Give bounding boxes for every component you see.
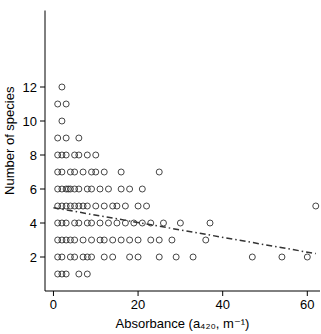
data-point (313, 203, 319, 209)
data-point (97, 220, 103, 226)
data-point (118, 186, 124, 192)
data-point (118, 169, 124, 175)
y-tick (40, 87, 45, 88)
data-point (80, 169, 86, 175)
data-point (84, 271, 90, 277)
data-point (114, 220, 120, 226)
y-axis-label: Number of species (2, 86, 17, 195)
x-tick-label: 40 (215, 297, 229, 312)
data-point (101, 203, 107, 209)
data-point (59, 84, 65, 90)
trend-line (53, 208, 315, 254)
data-point (89, 254, 95, 260)
data-point (203, 237, 209, 243)
x-axis-label: Absorbance (a₄₂₀, m⁻¹) (116, 316, 250, 331)
data-point (72, 237, 78, 243)
data-point (190, 254, 196, 260)
y-tick (40, 257, 45, 258)
x-tick (222, 291, 223, 296)
data-point (101, 254, 107, 260)
data-point (93, 152, 99, 158)
data-point (63, 135, 69, 141)
data-point (118, 237, 124, 243)
y-axis (45, 11, 46, 292)
y-tick (40, 121, 45, 122)
data-point (59, 118, 65, 124)
data-point (135, 254, 141, 260)
data-point (101, 237, 107, 243)
data-point (59, 254, 65, 260)
data-point (207, 220, 213, 226)
data-point (55, 135, 61, 141)
x-tick-label: 20 (131, 297, 145, 312)
data-point (63, 271, 69, 277)
data-point (63, 152, 69, 158)
data-point (80, 237, 86, 243)
data-point (59, 169, 65, 175)
y-tick-label: 6 (30, 182, 37, 197)
y-tick-label: 4 (30, 216, 37, 231)
chart-container: 2 4 6 8 10 12 0 20 40 60 Absorbance (a₄₂₀, m⁻¹) Num… (0, 0, 321, 334)
data-point (169, 237, 175, 243)
data-point (279, 254, 285, 260)
data-point (63, 101, 69, 107)
data-point (156, 254, 162, 260)
data-point (110, 254, 116, 260)
data-point (110, 237, 116, 243)
x-tick-label: 0 (50, 297, 57, 312)
x-tick (138, 291, 139, 296)
data-point (127, 237, 133, 243)
data-point (127, 186, 133, 192)
data-point (131, 220, 137, 226)
y-tick (40, 155, 45, 156)
data-point (135, 237, 141, 243)
x-tick (307, 291, 308, 296)
data-point (84, 152, 90, 158)
data-point (144, 203, 150, 209)
y-tick (40, 189, 45, 190)
data-point (89, 220, 95, 226)
data-point (160, 220, 166, 226)
y-tick-label: 8 (30, 148, 37, 163)
y-tick-label: 10 (23, 114, 37, 129)
data-point (63, 220, 69, 226)
data-point (93, 203, 99, 209)
data-point (72, 254, 78, 260)
data-point (156, 237, 162, 243)
data-point (76, 186, 82, 192)
data-point (173, 254, 179, 260)
data-point (97, 186, 103, 192)
data-point (105, 220, 111, 226)
data-point (114, 203, 120, 209)
data-point (135, 203, 141, 209)
data-point (304, 254, 310, 260)
y-tick-label: 2 (30, 250, 37, 265)
y-tick-label: 12 (23, 80, 37, 95)
data-point (76, 135, 82, 141)
data-point (122, 203, 128, 209)
data-point (249, 254, 255, 260)
y-tick (40, 223, 45, 224)
data-point (93, 169, 99, 175)
x-axis (45, 291, 320, 292)
chart: 2 4 6 8 10 12 0 20 40 60 Absorbance (a₄₂₀, m⁻¹) Num… (0, 0, 321, 334)
data-point (89, 237, 95, 243)
data-point (177, 220, 183, 226)
data-point (156, 169, 162, 175)
x-tick-label: 60 (300, 297, 314, 312)
x-tick (53, 291, 54, 296)
data-point (76, 152, 82, 158)
data-point (76, 271, 82, 277)
data-point (55, 101, 61, 107)
data-point (72, 169, 78, 175)
data-point (127, 254, 133, 260)
data-point (84, 203, 90, 209)
data-point (148, 237, 154, 243)
plot-area (53, 84, 318, 277)
data-point (76, 220, 82, 226)
data-point (139, 186, 145, 192)
data-point (105, 186, 111, 192)
data-point (101, 169, 107, 175)
data-point (89, 186, 95, 192)
